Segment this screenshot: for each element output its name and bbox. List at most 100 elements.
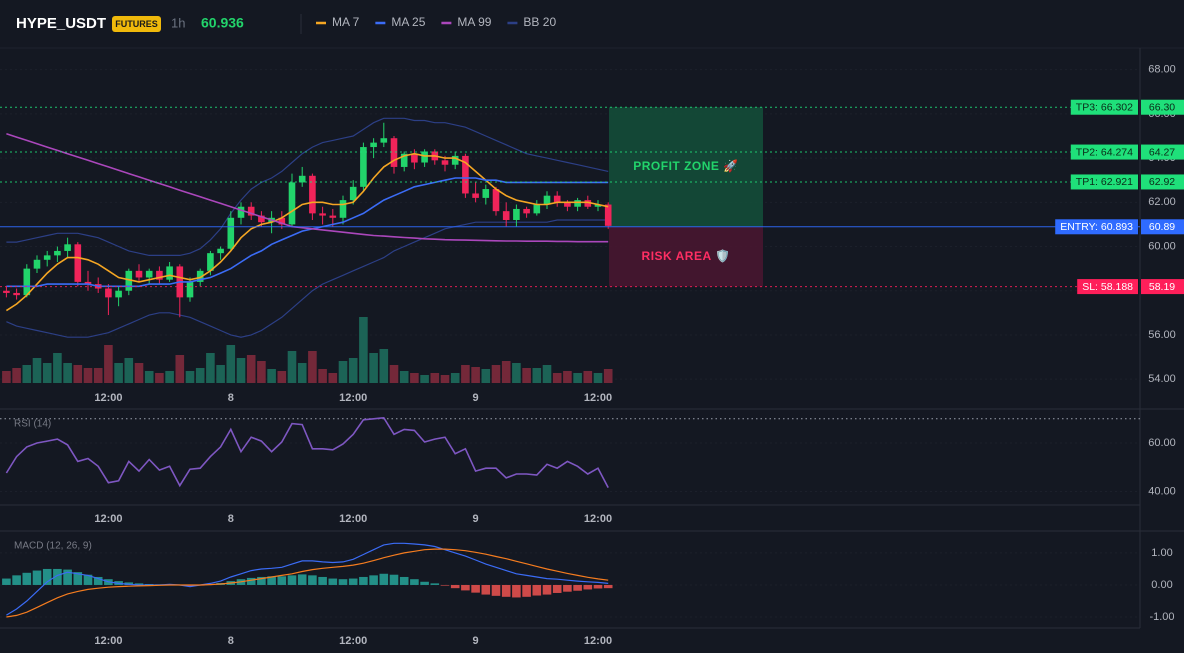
- level-label: SL: 58.188: [1082, 281, 1133, 293]
- y-tick-label: 40.00: [1148, 485, 1176, 497]
- volume-bar: [195, 368, 205, 383]
- candle-body: [574, 200, 581, 207]
- candle-body: [135, 270, 143, 278]
- candle-body: [360, 147, 367, 187]
- macd-histogram: [491, 584, 501, 596]
- volume-bar: [104, 345, 113, 383]
- volume-bar: [379, 349, 389, 383]
- macd-histogram: [583, 584, 593, 590]
- candle-body: [54, 250, 61, 256]
- x-tick-label: 12:00: [339, 392, 367, 404]
- candle-body: [411, 153, 418, 163]
- volume-bar: [461, 365, 470, 383]
- candle-body: [400, 153, 408, 167]
- level-label: TP3: 66.302: [1076, 102, 1133, 114]
- volume-bar: [481, 369, 491, 383]
- level-label-bg: [1070, 99, 1138, 115]
- volume-bar: [124, 358, 134, 383]
- candle-body: [247, 206, 255, 216]
- candle-body: [74, 244, 82, 282]
- candle-body: [43, 255, 51, 260]
- macd-histogram: [297, 574, 307, 585]
- candle-body: [533, 204, 541, 214]
- macd-histogram: [246, 577, 256, 585]
- volume-bar: [522, 368, 531, 383]
- x-tick-label: 12:00: [339, 635, 367, 647]
- level-tag: TP2: 64.274: [1070, 144, 1138, 160]
- candle-body: [105, 288, 112, 298]
- volume-bar: [83, 368, 93, 383]
- volume-bar: [2, 371, 11, 383]
- volume-bar: [226, 345, 236, 383]
- volume-bar: [471, 367, 480, 383]
- macd-histogram: [267, 576, 276, 585]
- volume-bar: [338, 361, 348, 383]
- level-label: TP2: 64.274: [1076, 146, 1133, 158]
- level-label: ENTRY: 60.893: [1060, 221, 1133, 233]
- x-tick-label: 8: [228, 635, 234, 647]
- macd-histogram: [359, 576, 368, 585]
- interval: 1h: [171, 15, 185, 30]
- candle-body: [482, 189, 490, 198]
- rsi-line: [5, 416, 609, 488]
- candle-body: [84, 281, 92, 285]
- macd-histogram: [501, 584, 511, 597]
- macd-histogram: [93, 576, 103, 585]
- candle-body: [237, 206, 245, 218]
- candle-body: [196, 270, 204, 282]
- macd-histogram: [42, 568, 52, 585]
- macd-histogram: [308, 575, 317, 585]
- macd-histogram: [63, 569, 72, 585]
- volume-bar: [308, 351, 317, 383]
- volume-bar: [22, 365, 32, 383]
- legend-label: MA 7: [332, 15, 360, 29]
- macd-histogram: [461, 584, 470, 591]
- axis-level-label: 58.19: [1149, 281, 1175, 293]
- volume-bar: [246, 355, 256, 383]
- candle-body: [258, 215, 265, 223]
- volume-bar: [53, 353, 62, 383]
- volume-bar: [165, 371, 174, 383]
- volume-bar: [267, 369, 276, 383]
- zone: [609, 107, 763, 227]
- candle-body: [329, 215, 337, 218]
- badge: FUTURES: [115, 19, 158, 29]
- volume-bar: [410, 373, 419, 383]
- candle-body: [390, 138, 398, 167]
- candle-body: [125, 270, 133, 291]
- volume-bar: [501, 361, 511, 383]
- candle-body: [207, 253, 214, 271]
- level-tag: ENTRY: 60.893: [1055, 219, 1138, 235]
- volume-bar: [63, 363, 72, 383]
- y-tick-label: 62.00: [1148, 196, 1176, 208]
- macd-histogram: [389, 574, 399, 585]
- axis-level-label: 66.30: [1149, 102, 1175, 114]
- candle-body: [64, 244, 71, 251]
- level-tag: SL: 58.188: [1077, 279, 1138, 295]
- volume-bar: [593, 373, 603, 383]
- macd-histogram: [410, 579, 419, 585]
- macd-histogram: [348, 578, 358, 585]
- axis-label-bg: [1141, 279, 1184, 295]
- candle-body: [604, 204, 612, 226]
- last-price: 60.936: [201, 15, 244, 31]
- volume-bar: [532, 368, 542, 383]
- candle-body: [513, 208, 520, 220]
- macd-histogram: [399, 576, 409, 585]
- volume-bar: [348, 358, 358, 383]
- macd-histogram: [338, 579, 348, 585]
- macd-histogram: [420, 581, 429, 585]
- volume-bar: [450, 373, 460, 383]
- volume-bar: [185, 371, 195, 383]
- y-tick-label: 56.00: [1148, 329, 1176, 341]
- volume-bar: [236, 358, 246, 383]
- candle-body: [13, 292, 20, 296]
- volume-bar: [206, 353, 215, 383]
- level-label-bg: [1055, 219, 1138, 235]
- candle-body: [441, 160, 449, 165]
- ma-line: [6, 133, 609, 243]
- volume-bar: [430, 373, 440, 383]
- candle-body: [33, 259, 41, 269]
- macd-histogram: [573, 584, 582, 591]
